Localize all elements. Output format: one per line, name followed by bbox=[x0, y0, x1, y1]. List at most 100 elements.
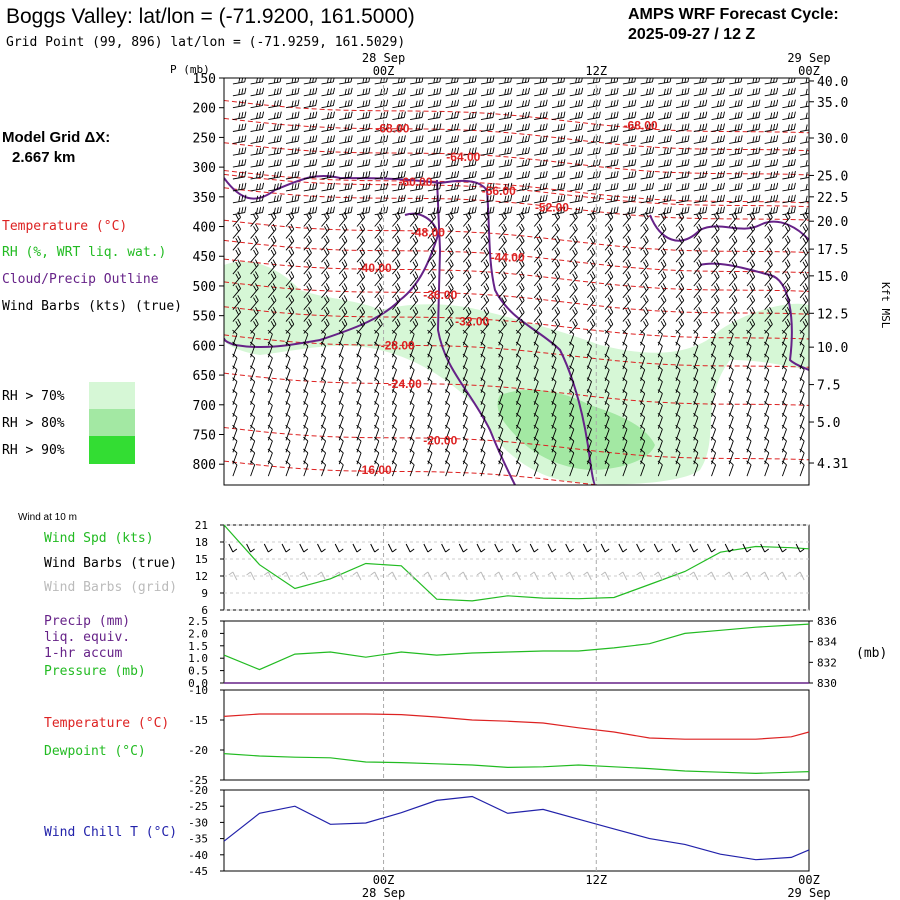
height-tick-label: 25.0 bbox=[817, 169, 848, 184]
wind-barb bbox=[534, 194, 548, 204]
wind-barb bbox=[746, 259, 756, 275]
wind-barb bbox=[781, 460, 787, 477]
legend-rh-90: RH > 90% bbox=[2, 443, 65, 458]
bottom-time-label: 12Z bbox=[585, 873, 607, 887]
wind-barb bbox=[338, 460, 344, 477]
wind-barb bbox=[693, 295, 702, 310]
wind-barb bbox=[569, 235, 578, 251]
panel-frame bbox=[223, 524, 810, 611]
wind-barb-grid bbox=[724, 571, 734, 581]
wind-barb bbox=[604, 211, 614, 227]
cloud-outline-right-lower bbox=[699, 262, 809, 371]
dewpoint-line bbox=[223, 753, 810, 775]
wind-barb bbox=[321, 170, 335, 180]
wind-barb bbox=[285, 295, 295, 310]
wind-barb bbox=[800, 112, 809, 121]
wind-barb bbox=[374, 306, 383, 322]
wind-barb bbox=[587, 87, 601, 97]
wind-barb bbox=[640, 99, 655, 109]
wind-barb bbox=[303, 194, 318, 204]
isotherm bbox=[224, 427, 809, 461]
wind-barb bbox=[232, 87, 247, 97]
wind-barb bbox=[374, 283, 383, 299]
wind-barb bbox=[587, 247, 596, 263]
wind-barb bbox=[516, 123, 530, 132]
bottom-date-label: 29 Sep bbox=[787, 886, 830, 900]
model-grid-label: Model Grid ΔX: bbox=[2, 129, 110, 146]
wind-barb bbox=[374, 235, 383, 251]
wind-barb bbox=[711, 159, 725, 168]
wind-barb bbox=[640, 123, 655, 132]
wind-barb bbox=[586, 460, 592, 477]
wind-barb bbox=[356, 206, 371, 216]
wind-barb bbox=[409, 211, 419, 227]
wind-barb bbox=[569, 99, 584, 109]
wind-barb bbox=[374, 206, 389, 216]
wind-barb bbox=[392, 283, 401, 299]
wind-barb bbox=[338, 259, 348, 275]
wind-barb bbox=[622, 283, 631, 299]
wind-barb bbox=[764, 460, 770, 477]
wind-barb-true bbox=[334, 543, 344, 553]
wind-barb bbox=[729, 111, 743, 121]
wind-barb bbox=[515, 460, 522, 477]
wind-barb bbox=[675, 135, 690, 144]
wind-barb bbox=[569, 295, 578, 310]
wind-barb bbox=[693, 211, 702, 227]
bottom-time-label: 00Z bbox=[798, 873, 820, 887]
wind-barb bbox=[374, 223, 383, 239]
wind-barb bbox=[480, 159, 495, 168]
isotherm-label: -56.00 bbox=[482, 184, 516, 198]
rh-shading bbox=[224, 261, 809, 485]
wind-barb bbox=[533, 271, 543, 287]
wind-barb bbox=[410, 159, 424, 168]
precip-pressure-panel: Precip (mm) liq. equiv. 1-hr accum Press… bbox=[44, 614, 887, 690]
wind-barb bbox=[498, 182, 513, 192]
wind-barb bbox=[285, 259, 295, 275]
wind-barb bbox=[746, 460, 752, 477]
wind-barb bbox=[764, 223, 773, 239]
wind-barb bbox=[516, 194, 530, 204]
wind-barb bbox=[463, 135, 477, 144]
isotherm bbox=[224, 460, 603, 485]
wind-barb bbox=[339, 170, 353, 180]
wind-barb bbox=[675, 78, 690, 85]
wind-barb bbox=[534, 99, 548, 109]
legend-wind-barbs-grid: Wind Barbs (grid) bbox=[44, 580, 177, 595]
legend-precip-liq: liq. equiv. bbox=[44, 630, 130, 645]
wind-barb bbox=[249, 460, 256, 477]
isotherm-label: -64.00 bbox=[446, 150, 480, 164]
wind-barb-true bbox=[228, 543, 238, 553]
wind-barb-true bbox=[529, 543, 539, 553]
wind-barb bbox=[480, 135, 495, 144]
wind-barb-grid bbox=[565, 571, 575, 581]
wind-barb bbox=[232, 271, 241, 287]
wind-barb bbox=[675, 283, 685, 299]
wind-barb bbox=[551, 235, 561, 251]
wind-barb bbox=[605, 135, 619, 144]
wind-barb-true bbox=[795, 543, 805, 553]
temperature-panel: Temperature (°C) Dewpoint (°C) -25 -20 -15… bbox=[44, 684, 810, 787]
wind-barb bbox=[303, 159, 318, 168]
wind-barb bbox=[427, 460, 433, 477]
wind-barb bbox=[551, 306, 561, 322]
wind-barb bbox=[675, 271, 685, 287]
wind-barb bbox=[782, 135, 796, 144]
wind-barb bbox=[498, 211, 507, 227]
wind-barb bbox=[410, 147, 424, 156]
wind-barb bbox=[693, 99, 708, 109]
wind-barb bbox=[800, 195, 809, 204]
wind-barb bbox=[622, 159, 637, 168]
wind-barb bbox=[356, 460, 362, 477]
forecast-cycle-value: 2025-09-27 / 12 Z bbox=[628, 26, 755, 43]
cloud-outline-center bbox=[486, 189, 596, 485]
wind-barb bbox=[693, 235, 702, 251]
wind-barb bbox=[764, 87, 779, 97]
wind-barb bbox=[427, 235, 436, 251]
wind-barb bbox=[268, 206, 282, 216]
wind-barb bbox=[657, 211, 667, 227]
wind-barb bbox=[232, 247, 241, 263]
wind-barb bbox=[427, 147, 442, 156]
wind-barb bbox=[569, 247, 578, 263]
wind-barb bbox=[374, 123, 389, 132]
